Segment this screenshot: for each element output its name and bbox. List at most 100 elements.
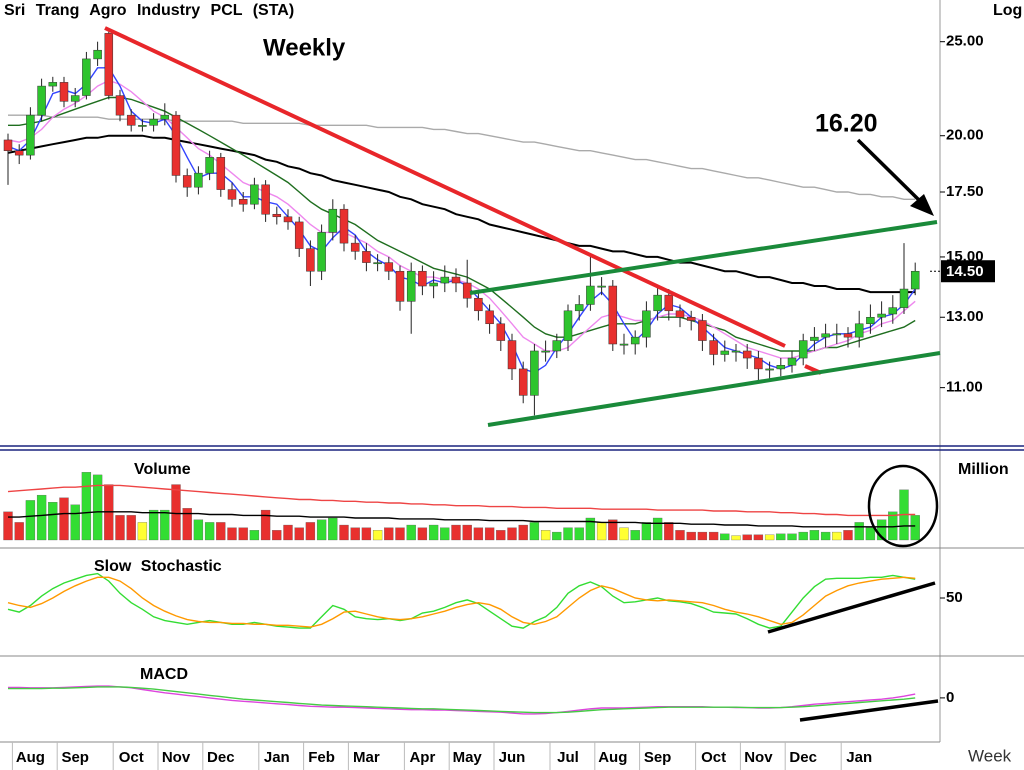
volume-bar xyxy=(48,502,58,541)
x-tick-label: Dec xyxy=(207,749,235,766)
price-tag xyxy=(941,260,995,283)
volume-bar xyxy=(92,474,103,541)
series-line xyxy=(7,79,916,359)
volume-bar xyxy=(619,527,629,541)
candle-body xyxy=(854,323,864,338)
volume-bar xyxy=(675,530,685,541)
volume-bar xyxy=(697,531,708,541)
candle-body xyxy=(765,368,774,371)
x-tick-label: May xyxy=(453,749,483,766)
chart-subtitle: Weekly xyxy=(263,34,346,61)
x-axis-label: Week xyxy=(968,746,1012,765)
candle-body xyxy=(496,323,506,341)
volume-bar xyxy=(753,534,764,541)
x-tick-label: Jan xyxy=(846,749,872,766)
candle-body xyxy=(877,313,886,318)
x-tick-label: Oct xyxy=(119,749,144,766)
candle-body xyxy=(440,276,450,284)
volume-bar xyxy=(14,522,24,541)
volume-bar xyxy=(361,527,372,541)
candle-body xyxy=(485,310,494,325)
volume-bar xyxy=(193,519,204,541)
volume-bar xyxy=(182,508,192,541)
candle-body xyxy=(272,213,282,218)
candle-body xyxy=(709,340,718,355)
price-tag-label: 14.50 xyxy=(946,263,984,280)
candle-body xyxy=(138,125,147,127)
candle-body xyxy=(59,82,69,102)
series-line xyxy=(7,67,916,374)
volume-bar xyxy=(160,509,170,541)
candle-body xyxy=(126,114,136,126)
candle-body xyxy=(843,333,853,338)
arrow xyxy=(856,138,924,205)
candle-body xyxy=(776,365,786,370)
volume-bar xyxy=(305,522,316,541)
y-tick-label: 17.50 xyxy=(946,183,984,200)
volume-bar xyxy=(652,517,663,541)
volume-bar xyxy=(70,504,80,541)
series-line xyxy=(7,576,916,628)
candle-body xyxy=(518,368,528,396)
candle-body xyxy=(642,310,651,338)
candle-body xyxy=(395,270,405,302)
volume-bar xyxy=(227,527,237,541)
candle-body xyxy=(37,85,46,116)
candle-body xyxy=(541,350,550,353)
candle-body xyxy=(653,294,662,312)
volume-bar xyxy=(395,527,405,541)
volume-bar xyxy=(216,522,226,541)
volume-bar xyxy=(630,530,640,541)
volume-bar xyxy=(496,530,506,541)
candle-body xyxy=(787,357,797,366)
x-tick-label: Mar xyxy=(353,749,380,766)
volume-bar xyxy=(484,527,495,541)
volume-bar xyxy=(204,522,215,541)
volume-bar xyxy=(3,511,13,541)
volume-highlight xyxy=(867,464,939,548)
candle-body xyxy=(563,310,573,341)
candle-body xyxy=(899,288,909,308)
volume-bar xyxy=(260,509,271,541)
candle-body xyxy=(317,232,326,272)
annotation: 16.20 xyxy=(815,110,878,138)
candle-body xyxy=(406,270,416,302)
candle-body xyxy=(149,118,158,126)
volume-bar xyxy=(372,530,383,541)
volume-bar xyxy=(820,531,831,541)
volume-bar xyxy=(339,524,349,541)
volume-bar xyxy=(552,531,562,541)
x-tick-label: Sep xyxy=(61,749,89,766)
candle-body xyxy=(686,316,696,321)
candle-body xyxy=(754,357,763,370)
volume-bar xyxy=(518,524,528,541)
x-tick-label: Dec xyxy=(789,749,817,766)
volume-bar xyxy=(910,515,920,541)
candle-body xyxy=(798,340,808,359)
candle-body xyxy=(3,139,13,151)
volume-bar xyxy=(776,533,786,541)
panel-title: Slow Stochastic xyxy=(94,558,222,575)
volume-bar xyxy=(137,522,148,541)
volume-bar xyxy=(798,531,808,541)
candle-body xyxy=(451,276,461,284)
volume-bar xyxy=(316,519,327,541)
scale-label: Log xyxy=(993,2,1022,19)
volume-bar xyxy=(417,527,428,541)
candle-body xyxy=(14,150,24,156)
x-tick-label: Feb xyxy=(308,749,335,766)
volume-bar xyxy=(731,535,741,541)
x-tick-label: Nov xyxy=(744,749,773,766)
volume-bar xyxy=(664,522,674,541)
candle-body xyxy=(597,285,606,288)
panel-title: MACD xyxy=(140,666,188,683)
volume-bar xyxy=(787,533,797,541)
candle-body xyxy=(608,285,618,345)
candle-body xyxy=(619,343,629,346)
y-tick-label: 13.00 xyxy=(946,308,984,325)
volume-bar xyxy=(283,524,293,541)
volume-bar xyxy=(708,531,719,541)
volume-bar xyxy=(428,524,439,541)
volume-bar xyxy=(764,534,775,541)
volume-bar xyxy=(854,522,864,541)
